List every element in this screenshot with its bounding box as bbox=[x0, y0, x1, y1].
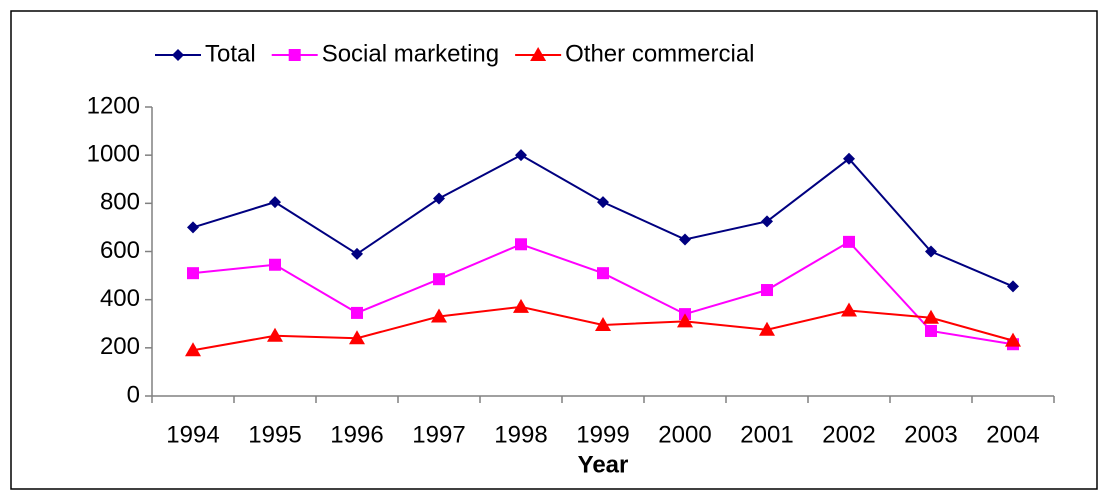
data-point bbox=[351, 247, 363, 260]
x-tick-label: 1994 bbox=[166, 421, 219, 448]
y-tick-label: 200 bbox=[100, 333, 140, 360]
data-point bbox=[925, 245, 937, 258]
y-tick-label: 1000 bbox=[87, 141, 140, 168]
x-axis-title: Year bbox=[578, 451, 629, 478]
data-point bbox=[677, 313, 693, 328]
data-point bbox=[597, 196, 609, 209]
data-point bbox=[187, 221, 199, 234]
x-tick-label: 1997 bbox=[412, 421, 465, 448]
x-tick-label: 1998 bbox=[494, 421, 547, 448]
data-point bbox=[351, 306, 363, 319]
data-point bbox=[761, 284, 773, 297]
x-tick-label: 1995 bbox=[248, 421, 301, 448]
x-tick-label: 2004 bbox=[986, 421, 1039, 448]
data-point bbox=[269, 258, 281, 271]
data-point bbox=[595, 316, 611, 331]
legend-marker bbox=[172, 49, 184, 61]
x-tick-label: 1999 bbox=[576, 421, 629, 448]
data-point bbox=[515, 149, 527, 162]
x-tick-label: 2003 bbox=[904, 421, 957, 448]
x-tick-label: 2002 bbox=[822, 421, 875, 448]
y-tick-label: 400 bbox=[100, 285, 140, 312]
data-point bbox=[1007, 280, 1019, 293]
data-point bbox=[679, 233, 691, 246]
legend-label: Total bbox=[205, 40, 256, 67]
y-tick-label: 0 bbox=[127, 381, 140, 408]
chart-border bbox=[10, 10, 1098, 490]
legend-marker bbox=[288, 49, 301, 61]
data-point bbox=[185, 342, 201, 357]
data-point bbox=[843, 152, 855, 165]
data-point bbox=[759, 321, 775, 336]
y-tick-label: 600 bbox=[100, 237, 140, 264]
data-point bbox=[515, 238, 527, 251]
x-tick-label: 1996 bbox=[330, 421, 383, 448]
data-point bbox=[843, 235, 855, 248]
data-point bbox=[187, 267, 199, 280]
data-point bbox=[269, 196, 281, 209]
data-point bbox=[923, 309, 939, 324]
legend-label: Social marketing bbox=[322, 40, 499, 67]
legend-label: Other commercial bbox=[565, 40, 754, 67]
data-point bbox=[267, 327, 283, 342]
data-point bbox=[431, 308, 447, 323]
y-tick-label: 1200 bbox=[87, 92, 140, 119]
y-tick-label: 800 bbox=[100, 189, 140, 216]
data-point bbox=[925, 324, 937, 337]
data-point bbox=[433, 273, 445, 286]
data-point bbox=[1005, 332, 1021, 347]
data-point bbox=[597, 267, 609, 280]
x-tick-label: 2000 bbox=[658, 421, 711, 448]
x-tick-label: 2001 bbox=[740, 421, 793, 448]
data-point bbox=[841, 302, 857, 317]
data-point bbox=[513, 298, 529, 313]
legend-marker bbox=[530, 47, 547, 61]
data-point bbox=[433, 192, 445, 205]
data-point bbox=[349, 330, 365, 345]
data-point bbox=[761, 215, 773, 228]
